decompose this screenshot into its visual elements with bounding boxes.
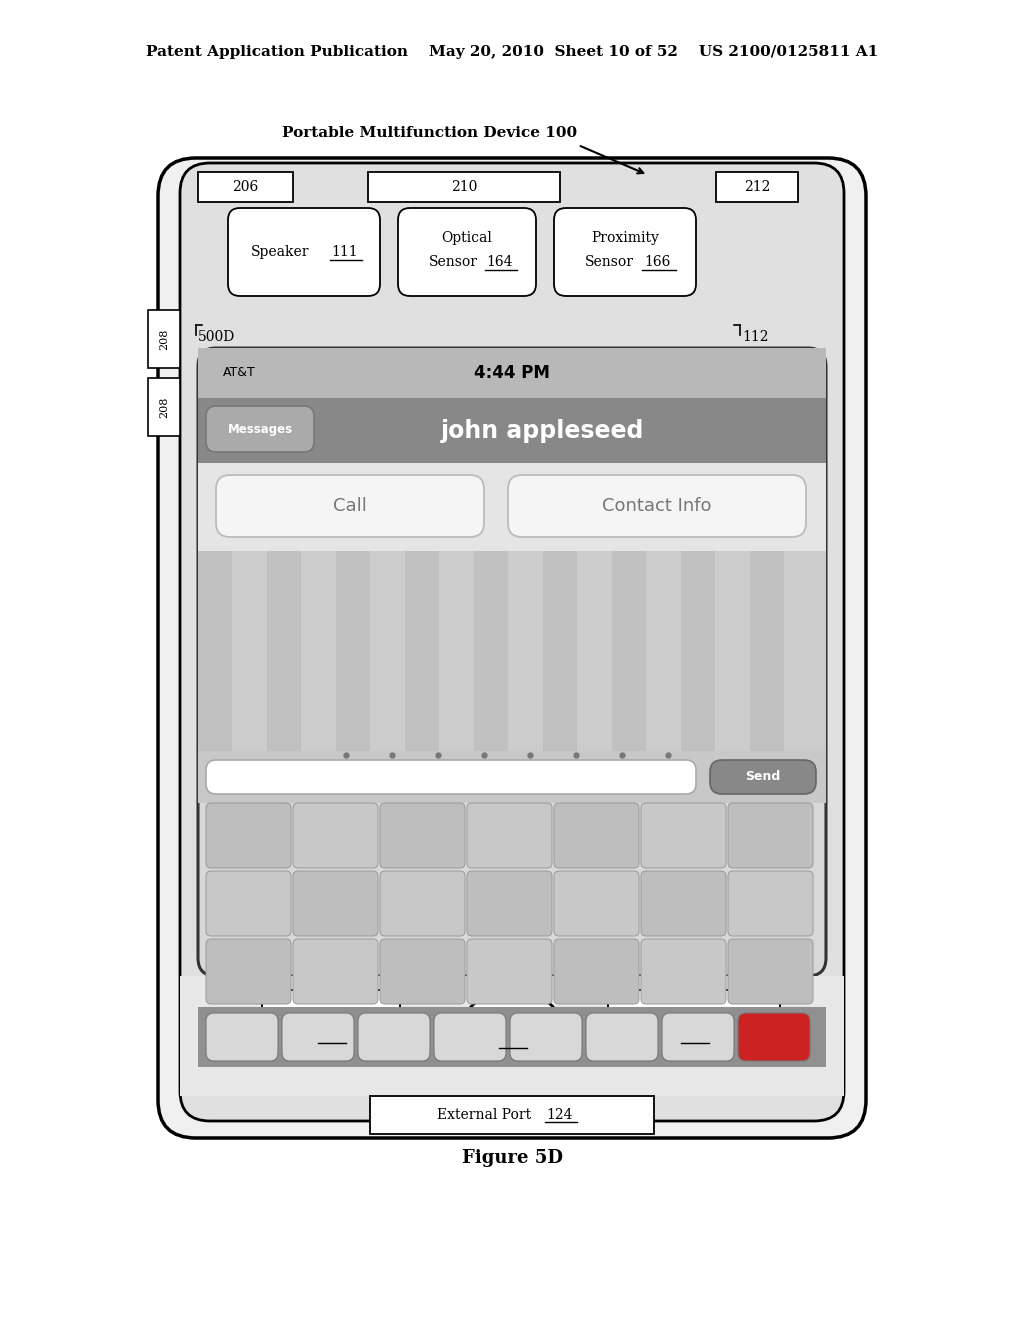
FancyBboxPatch shape <box>228 209 380 296</box>
Text: Accelerometer(s): Accelerometer(s) <box>637 1007 752 1020</box>
Bar <box>148 310 180 368</box>
Text: 124: 124 <box>547 1107 573 1122</box>
Bar <box>612 550 646 751</box>
FancyBboxPatch shape <box>293 803 378 869</box>
Text: Sensor: Sensor <box>428 255 477 269</box>
FancyBboxPatch shape <box>206 803 291 869</box>
FancyBboxPatch shape <box>180 162 844 1121</box>
Text: john appleseed: john appleseed <box>440 418 644 444</box>
FancyBboxPatch shape <box>586 1012 658 1061</box>
Bar <box>198 751 826 803</box>
FancyBboxPatch shape <box>554 803 639 869</box>
FancyBboxPatch shape <box>358 1012 430 1061</box>
Text: Optical: Optical <box>441 231 493 246</box>
Text: Contact Info: Contact Info <box>602 498 712 515</box>
Text: 500D: 500D <box>198 330 236 345</box>
FancyBboxPatch shape <box>380 803 465 869</box>
Bar <box>406 550 439 751</box>
Text: 204: 204 <box>500 1034 524 1047</box>
Text: 111: 111 <box>332 246 358 259</box>
Text: 112: 112 <box>742 330 768 345</box>
FancyBboxPatch shape <box>728 803 813 869</box>
Bar <box>368 172 560 202</box>
Bar <box>198 550 826 751</box>
Bar <box>198 1007 826 1067</box>
Text: Speaker: Speaker <box>251 246 309 259</box>
Text: 208: 208 <box>159 396 169 417</box>
FancyBboxPatch shape <box>467 871 552 936</box>
FancyBboxPatch shape <box>380 871 465 936</box>
FancyBboxPatch shape <box>198 348 826 975</box>
FancyBboxPatch shape <box>467 803 552 869</box>
Text: Figure 5D: Figure 5D <box>462 1148 562 1167</box>
FancyBboxPatch shape <box>216 475 484 537</box>
FancyBboxPatch shape <box>510 1012 582 1061</box>
Bar <box>198 172 293 202</box>
Text: 168: 168 <box>681 1030 707 1043</box>
Text: 206: 206 <box>232 180 259 194</box>
FancyBboxPatch shape <box>608 990 780 1064</box>
FancyBboxPatch shape <box>728 939 813 1005</box>
Bar <box>198 399 826 463</box>
FancyBboxPatch shape <box>710 760 816 795</box>
Bar <box>180 975 844 1096</box>
FancyBboxPatch shape <box>641 871 726 936</box>
Text: 4:44 PM: 4:44 PM <box>474 364 550 381</box>
Text: External Port: External Port <box>437 1107 531 1122</box>
FancyBboxPatch shape <box>380 939 465 1005</box>
FancyBboxPatch shape <box>282 1012 354 1061</box>
Bar <box>198 463 826 550</box>
FancyBboxPatch shape <box>206 407 314 451</box>
Ellipse shape <box>462 991 562 1065</box>
FancyBboxPatch shape <box>206 760 696 795</box>
Text: 113: 113 <box>318 1030 344 1043</box>
Bar <box>148 378 180 436</box>
FancyBboxPatch shape <box>293 871 378 936</box>
Bar <box>267 550 301 751</box>
FancyBboxPatch shape <box>206 939 291 1005</box>
FancyBboxPatch shape <box>641 803 726 869</box>
FancyBboxPatch shape <box>206 1012 278 1061</box>
FancyBboxPatch shape <box>467 939 552 1005</box>
Bar <box>198 550 232 751</box>
FancyBboxPatch shape <box>738 1012 810 1061</box>
Bar <box>474 550 508 751</box>
FancyBboxPatch shape <box>206 871 291 936</box>
Text: Sensor: Sensor <box>585 255 634 269</box>
FancyBboxPatch shape <box>554 209 696 296</box>
Bar <box>543 550 577 751</box>
Bar <box>681 550 715 751</box>
FancyBboxPatch shape <box>728 871 813 936</box>
Bar <box>198 348 826 399</box>
Text: Call: Call <box>333 498 367 515</box>
Text: Send: Send <box>745 771 780 784</box>
FancyBboxPatch shape <box>554 871 639 936</box>
Text: Messages: Messages <box>227 422 293 436</box>
FancyBboxPatch shape <box>554 939 639 1005</box>
Text: 212: 212 <box>743 180 770 194</box>
Text: 210: 210 <box>451 180 477 194</box>
FancyBboxPatch shape <box>262 990 400 1064</box>
FancyBboxPatch shape <box>508 475 806 537</box>
FancyBboxPatch shape <box>293 939 378 1005</box>
Bar <box>750 550 784 751</box>
Text: 166: 166 <box>645 255 671 269</box>
Bar <box>336 550 370 751</box>
Text: 164: 164 <box>486 255 513 269</box>
Text: Patent Application Publication    May 20, 2010  Sheet 10 of 52    US 2100/012581: Patent Application Publication May 20, 2… <box>145 45 879 59</box>
FancyBboxPatch shape <box>662 1012 734 1061</box>
Bar <box>370 1096 654 1134</box>
Text: Proximity: Proximity <box>591 231 658 246</box>
Text: 208: 208 <box>159 329 169 350</box>
Bar <box>716 172 798 202</box>
Text: Microphone: Microphone <box>291 1007 371 1020</box>
Text: Home: Home <box>493 1011 531 1024</box>
Text: AT&T: AT&T <box>223 367 256 380</box>
FancyBboxPatch shape <box>398 209 536 296</box>
FancyBboxPatch shape <box>434 1012 506 1061</box>
FancyBboxPatch shape <box>641 939 726 1005</box>
Text: Portable Multifunction Device 100: Portable Multifunction Device 100 <box>283 125 578 140</box>
FancyBboxPatch shape <box>158 158 866 1138</box>
